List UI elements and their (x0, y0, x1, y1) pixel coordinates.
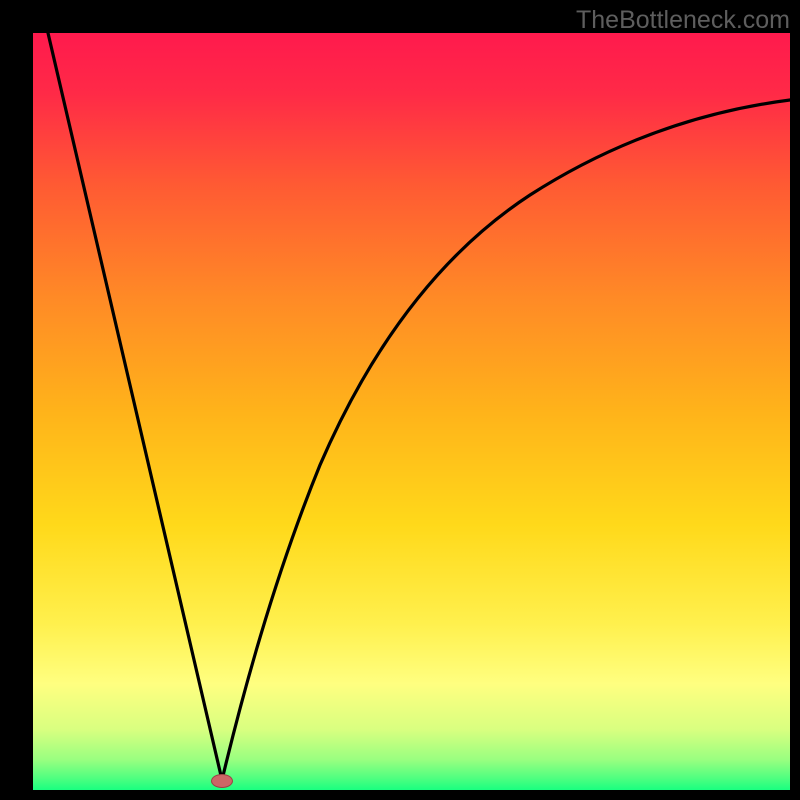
bottleneck-curve (33, 33, 790, 790)
chart-root (33, 33, 790, 790)
watermark-text: TheBottleneck.com (576, 6, 790, 35)
optimal-point-marker (211, 774, 233, 788)
curve-path (48, 33, 790, 780)
